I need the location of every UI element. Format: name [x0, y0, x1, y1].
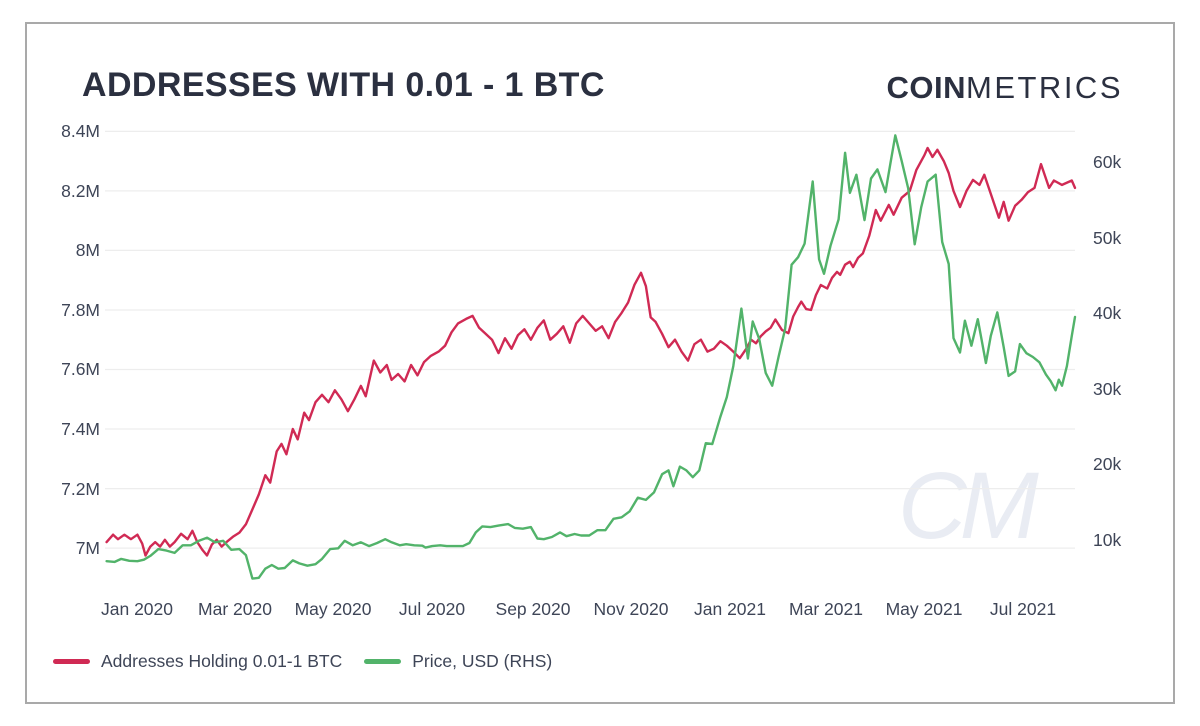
legend-swatch-addresses	[53, 659, 90, 664]
chart-card: ADDRESSES WITH 0.01 - 1 BTC COINMETRICS	[25, 22, 1175, 704]
coinmetrics-logo: COINMETRICS	[887, 70, 1124, 106]
series-line-addresses	[105, 146, 1077, 557]
chart-legend: Addresses Holding 0.01-1 BTC Price, USD …	[53, 651, 552, 672]
logo-metrics-text: METRICS	[966, 70, 1123, 105]
legend-label-price: Price, USD (RHS)	[412, 651, 553, 671]
legend-label-addresses: Addresses Holding 0.01-1 BTC	[101, 651, 343, 671]
series-line-price	[105, 134, 1077, 580]
page-title: ADDRESSES WITH 0.01 - 1 BTC	[82, 66, 605, 104]
cm-watermark: CM	[898, 453, 1039, 559]
logo-coin-text: COIN	[886, 70, 966, 105]
legend-swatch-price	[364, 659, 402, 664]
